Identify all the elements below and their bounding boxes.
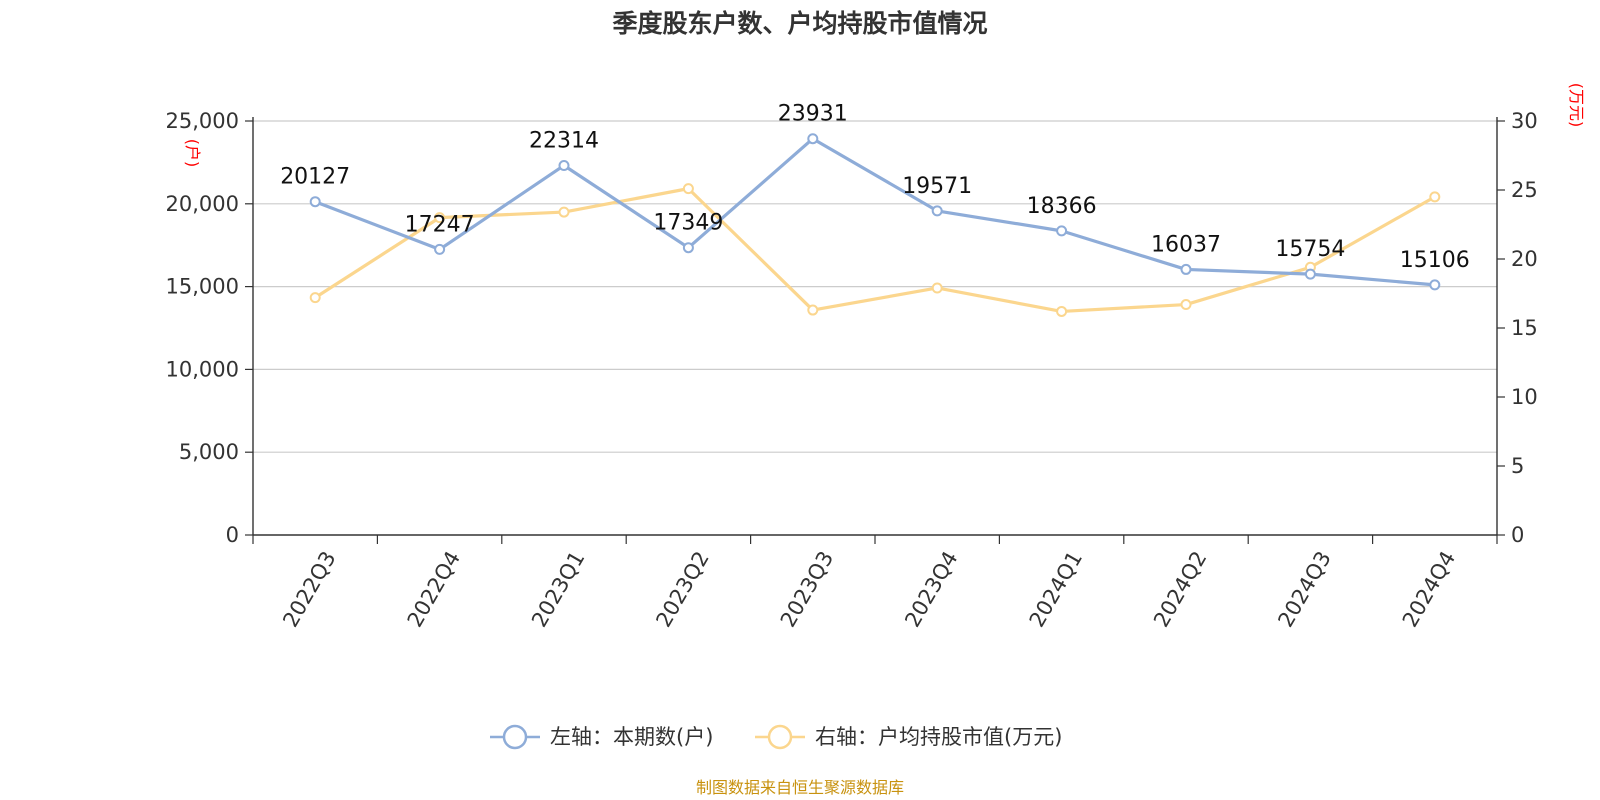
right-axis-unit: (万元) xyxy=(1567,83,1586,128)
data-label: 16037 xyxy=(1151,232,1221,257)
data-label: 18366 xyxy=(1027,194,1097,219)
x-tick-label: 2024Q1 xyxy=(1025,547,1087,631)
data-point-right[interactable] xyxy=(807,304,819,316)
left-tick-label: 15,000 xyxy=(166,275,239,299)
left-tick-label: 20,000 xyxy=(166,192,239,216)
data-point-right[interactable] xyxy=(1180,299,1192,311)
right-tick-label: 20 xyxy=(1511,247,1538,271)
left-axis-unit: (户) xyxy=(183,139,202,168)
data-point-left[interactable] xyxy=(1304,268,1316,280)
left-tick-label: 25,000 xyxy=(166,109,239,133)
chart-title: 季度股东户数、户均持股市值情况 xyxy=(612,9,987,38)
data-label: 20127 xyxy=(280,165,350,190)
data-point-left[interactable] xyxy=(434,243,446,255)
x-tick-label: 2023Q2 xyxy=(651,547,713,631)
data-point-left[interactable] xyxy=(931,205,943,217)
data-label: 17247 xyxy=(405,212,475,237)
data-point-right[interactable] xyxy=(309,292,321,304)
data-point-left[interactable] xyxy=(1429,279,1441,291)
data-label: 23931 xyxy=(778,102,848,127)
data-point-left[interactable] xyxy=(1180,263,1192,275)
data-point-left[interactable] xyxy=(807,133,819,145)
left-tick-label: 10,000 xyxy=(166,357,239,381)
x-tick-label: 2024Q2 xyxy=(1149,547,1211,631)
source-note: 制图数据来自恒生聚源数据库 xyxy=(696,778,904,797)
axes xyxy=(252,117,1498,536)
legend-marker-left xyxy=(502,724,528,750)
x-tick-label: 2024Q4 xyxy=(1398,547,1460,631)
x-tick-label: 2023Q3 xyxy=(776,547,838,631)
legend-item-left-series[interactable]: 左轴：本期数(户) xyxy=(490,724,713,750)
left-tick-label: 5,000 xyxy=(179,440,239,464)
series-group xyxy=(309,133,1441,317)
series-line-left xyxy=(314,137,1435,287)
data-point-right[interactable] xyxy=(931,282,943,294)
data-point-left[interactable] xyxy=(1056,225,1068,237)
legend[interactable]: 左轴：本期数(户) 右轴：户均持股市值(万元) xyxy=(490,724,1062,750)
data-point-left[interactable] xyxy=(558,159,570,171)
legend-label-left: 左轴：本期数(户) xyxy=(550,725,713,749)
series-line-right xyxy=(314,187,1436,314)
right-tick-label: 0 xyxy=(1511,523,1524,547)
left-axis-ticks: 0 5,000 10,000 15,000 20,000 25,000 xyxy=(166,109,253,547)
data-label: 15106 xyxy=(1400,248,1470,273)
data-label: 15754 xyxy=(1275,237,1345,262)
data-labels: 20127 17247 22314 17349 23931 19571 18366 16037… xyxy=(280,102,1470,273)
legend-item-right-series[interactable]: 右轴：户均持股市值(万元) xyxy=(755,724,1062,750)
right-tick-label: 15 xyxy=(1511,316,1538,340)
data-point-left[interactable] xyxy=(309,196,321,208)
right-tick-label: 5 xyxy=(1511,454,1524,478)
data-label: 22314 xyxy=(529,128,599,153)
data-label: 19571 xyxy=(902,174,972,199)
x-tick-label: 2024Q3 xyxy=(1273,547,1335,631)
data-point-right[interactable] xyxy=(1429,191,1441,203)
data-point-right[interactable] xyxy=(682,183,694,195)
legend-marker-right xyxy=(767,724,793,750)
data-point-right[interactable] xyxy=(558,206,570,218)
right-tick-label: 30 xyxy=(1511,109,1538,133)
x-tick-label: 2023Q4 xyxy=(900,547,962,631)
x-axis-ticks: 2022Q3 2022Q4 2023Q1 2023Q2 2023Q3 2023Q4 2024… xyxy=(252,535,1498,631)
data-point-right[interactable] xyxy=(1056,305,1068,317)
data-label: 17349 xyxy=(653,211,723,236)
data-point-right[interactable] xyxy=(434,212,446,224)
legend-label-right: 右轴：户均持股市值(万元) xyxy=(815,725,1062,749)
x-tick-label: 2022Q3 xyxy=(278,547,340,631)
right-axis-ticks: 0 5 10 15 20 25 30 xyxy=(1497,109,1538,547)
left-tick-label: 0 xyxy=(226,523,239,547)
right-tick-label: 10 xyxy=(1511,385,1538,409)
x-tick-label: 2023Q1 xyxy=(527,547,589,631)
grid-lines xyxy=(253,120,1497,453)
x-tick-label: 2022Q4 xyxy=(403,547,465,631)
right-tick-label: 25 xyxy=(1511,178,1538,202)
data-point-left[interactable] xyxy=(682,242,694,254)
